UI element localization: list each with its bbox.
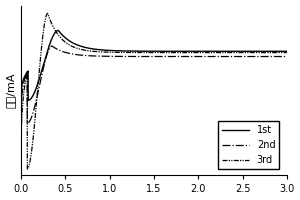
1st <box>50 39 53 41</box>
3rd <box>65 42 69 45</box>
3rd <box>19 168 23 170</box>
Line: 1st: 1st <box>21 30 287 100</box>
1st <box>121 50 125 52</box>
1st <box>65 38 69 41</box>
Line: 2nd: 2nd <box>21 46 287 123</box>
2nd <box>280 55 284 58</box>
2nd <box>121 55 125 58</box>
1st <box>56 29 60 32</box>
3rd <box>50 22 53 24</box>
3rd <box>133 51 136 54</box>
3rd <box>285 51 289 54</box>
Line: 3rd: 3rd <box>21 13 287 169</box>
1st <box>285 50 289 52</box>
3rd <box>280 51 284 54</box>
1st <box>19 99 23 101</box>
3rd <box>46 12 50 15</box>
2nd <box>285 55 289 58</box>
1st <box>133 50 136 52</box>
1st <box>280 50 284 52</box>
Legend: 1st, 2nd, 3rd: 1st, 2nd, 3rd <box>218 121 279 169</box>
1st <box>251 50 255 52</box>
2nd <box>50 45 54 47</box>
3rd <box>251 51 255 54</box>
2nd <box>50 45 53 47</box>
2nd <box>133 55 136 58</box>
2nd <box>251 55 255 58</box>
2nd <box>65 52 69 54</box>
3rd <box>121 51 125 54</box>
Y-axis label: 电流/mA: 电流/mA <box>6 73 16 108</box>
2nd <box>19 122 23 124</box>
